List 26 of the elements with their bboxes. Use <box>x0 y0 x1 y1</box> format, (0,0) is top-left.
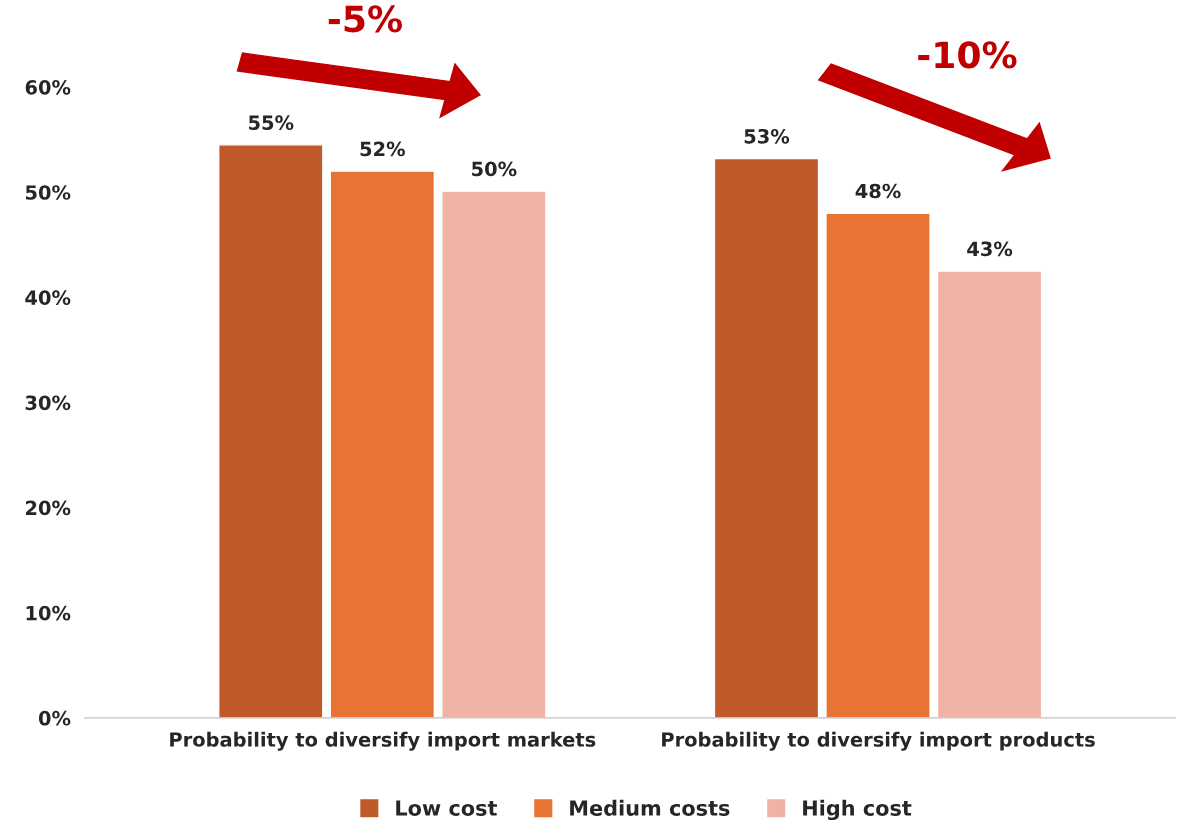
y-tick-label: 40% <box>25 290 71 305</box>
legend-label: High cost <box>803 799 912 821</box>
x-tick-label: Probability to diversify import products <box>662 731 1095 751</box>
bar <box>825 212 931 718</box>
x-tick-label: Probability to diversify import markets <box>170 731 596 751</box>
y-tick-label: 0% <box>38 710 71 726</box>
text: -5% <box>328 5 402 33</box>
text: -10% <box>918 41 1017 69</box>
data-label: 43% <box>967 241 1013 257</box>
data-label: 53% <box>744 128 790 144</box>
data-label: 55% <box>249 115 294 130</box>
y-tick-label: 10% <box>26 605 71 621</box>
y-tick-label: 50% <box>25 185 71 200</box>
data-label: 50% <box>472 161 517 177</box>
data-label: 52% <box>360 141 405 157</box>
data-label: 48% <box>855 183 901 199</box>
bar <box>329 170 436 718</box>
bar <box>936 270 1043 718</box>
y-tick-label: 60% <box>25 80 71 95</box>
bar <box>441 190 547 718</box>
bar <box>218 144 324 718</box>
legend-label: Low cost <box>396 800 497 816</box>
bar <box>713 157 820 718</box>
y-tick-label: 30% <box>25 395 71 411</box>
legend-label: Medium costs <box>570 799 730 816</box>
y-tick-label: 20% <box>25 500 71 516</box>
